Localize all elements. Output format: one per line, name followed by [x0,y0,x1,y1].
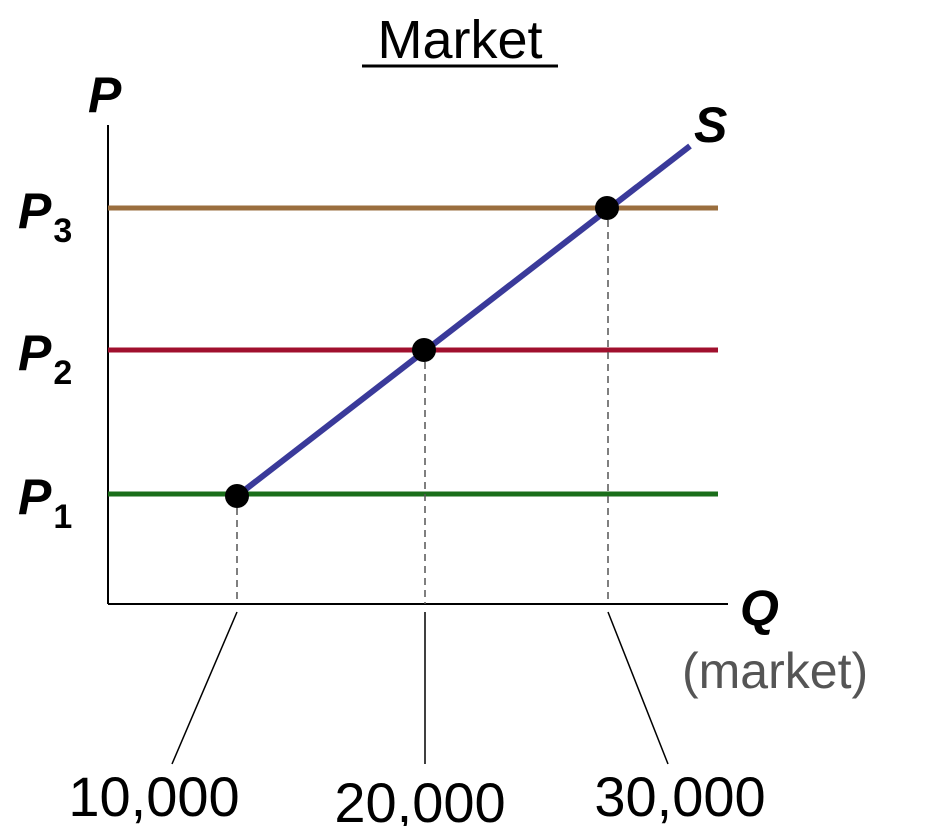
leader-line-q1 [171,611,238,765]
leader-line-q3 [607,611,669,765]
supply-curve-label: S [694,97,727,153]
quantity-label-q3: 30,000 [594,765,765,826]
supply-curve [235,143,692,499]
price-label-p1: P1 [18,469,72,536]
point-p3-q3 [595,196,619,220]
x-axis-label: Q [740,580,779,636]
price-label-p3: P3 [18,183,72,250]
diagram-title: Market [377,10,542,70]
x-axis-unit-label: (market) [682,643,868,699]
quantity-label-q2: 20,000 [334,771,505,826]
quantity-label-q1: 10,000 [68,765,239,826]
y-axis-label: P [88,67,122,123]
point-p1-q1 [225,484,249,508]
point-p2-q2 [412,338,436,362]
price-label-p2: P2 [18,325,72,392]
